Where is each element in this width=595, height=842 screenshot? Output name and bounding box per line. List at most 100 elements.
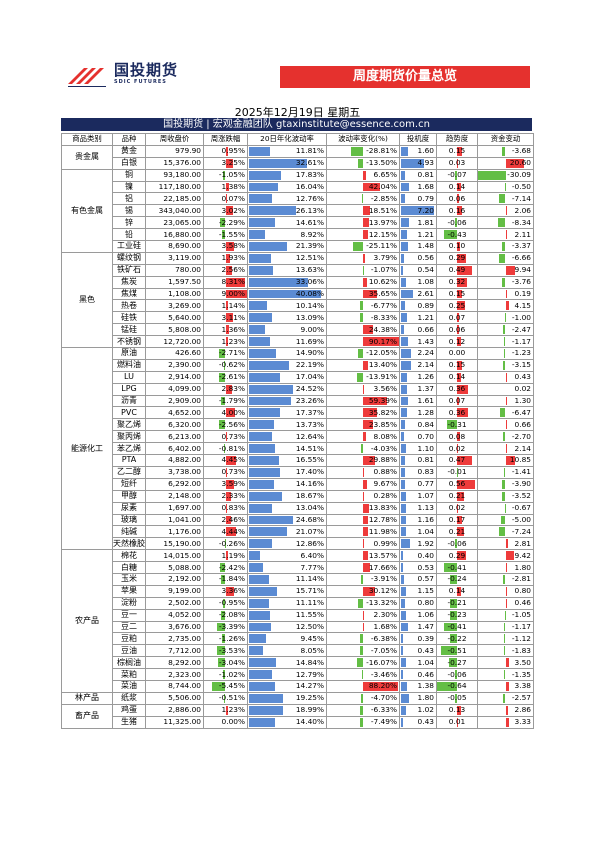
cell-value: 0.17 [448, 514, 466, 524]
value-bar [363, 170, 366, 180]
cell-value: -6.33% [370, 705, 397, 715]
value-bar [249, 170, 281, 180]
value-bar [249, 360, 289, 370]
value-bar [450, 634, 457, 644]
product-name: 黄金 [112, 144, 146, 158]
cell-value: 0.80 [417, 598, 434, 608]
product-name: 白糖 [112, 561, 146, 574]
cell-value: 14.84% [295, 657, 324, 667]
bar-cell: 0.15 [436, 287, 478, 301]
value-bar [225, 182, 229, 192]
value-bar [360, 717, 363, 727]
value-bar [401, 158, 424, 168]
bar-cell: 0.43 [399, 644, 437, 658]
value-bar [363, 551, 369, 561]
cell-value: 0.02 [514, 384, 531, 394]
bar-cell: 0.21 [436, 525, 478, 539]
product-name: 纸浆 [112, 691, 146, 705]
close-price: 8,690.00 [145, 240, 204, 253]
value-bar [224, 360, 226, 370]
product-name: 锰硅 [112, 323, 146, 337]
cell-value: -0.31 [447, 419, 467, 429]
cell-value: -7.14 [511, 193, 531, 203]
bar-cell: 0.28% [326, 489, 400, 503]
bar-cell: 40.08% [247, 287, 327, 301]
col-header: 商品类别 [61, 133, 113, 146]
close-price: 5,506.00 [145, 691, 204, 705]
cell-value: 0.56 [448, 479, 466, 489]
table-row: 乙二醇 3,738.00 0.73% 17.40% 0.88% 0.83 -0.01 -1.4… [62, 465, 534, 479]
bar-cell: 9.00% [247, 323, 327, 337]
product-name: 工业硅 [112, 240, 146, 253]
value-bar [401, 182, 409, 192]
bar-cell: 1.47 [399, 620, 437, 634]
value-bar [221, 396, 226, 406]
cell-value: 0.15 [448, 146, 466, 156]
cell-value: 9.00% [300, 324, 324, 334]
value-bar [225, 467, 228, 477]
table-row: 甲醇 2,148.00 2.33% 18.67% 0.28% 1.07 0.21 -3.52 [62, 489, 534, 503]
product-name: 棉花 [112, 549, 146, 563]
col-header: 投机度 [399, 133, 437, 146]
bar-cell: 0.53 [399, 561, 437, 574]
bar-cell: -3.46% [326, 668, 400, 681]
bar-cell: -2.70 [477, 430, 534, 444]
value-bar [401, 194, 405, 204]
cell-value: -6.47 [511, 407, 531, 417]
product-name: 锡 [112, 204, 146, 218]
cell-value: -0.23 [447, 610, 467, 620]
cell-value: -25.11% [366, 241, 397, 251]
value-bar [249, 432, 272, 442]
cell-value: 42.04% [368, 182, 397, 191]
bar-cell: 0.80 [477, 584, 534, 598]
bar-cell: -3.53% [203, 644, 248, 658]
table-row: 镍 117,180.00 1.38% 16.04% 42.04% 1.68 0.14 -0.5… [62, 180, 534, 194]
close-price: 1,697.00 [145, 501, 204, 515]
close-price: 1,108.00 [145, 287, 204, 301]
value-bar [441, 646, 457, 656]
bar-cell: 6.40% [247, 549, 327, 563]
bar-cell: 0.07% [203, 192, 248, 206]
value-bar [249, 574, 269, 584]
product-name: 淀粉 [112, 596, 146, 610]
product-name: 焦炭 [112, 275, 146, 289]
cell-value: 13.09% [295, 312, 324, 322]
value-bar [249, 658, 276, 668]
bar-cell: 15.71% [247, 584, 327, 598]
value-bar [249, 634, 266, 644]
bar-cell: 1.19% [203, 549, 248, 563]
bar-cell: -1.07% [326, 263, 400, 277]
value-bar [225, 503, 228, 513]
value-bar [504, 503, 506, 513]
close-price: 11,325.00 [145, 715, 204, 729]
value-bar [457, 337, 461, 347]
cell-value: 18.99% [295, 705, 324, 715]
cell-value: 0.43 [417, 645, 434, 655]
value-bar [219, 349, 226, 358]
value-bar [249, 253, 272, 263]
cell-value: 0.46 [417, 669, 434, 679]
cell-value: 2.11 [514, 229, 531, 239]
bar-cell: 33.06% [247, 275, 327, 289]
value-bar [249, 206, 296, 216]
bar-cell: 0.73% [203, 430, 248, 444]
cell-value: -4.70% [370, 693, 397, 703]
cell-value: -3.37 [511, 241, 531, 251]
value-bar [249, 527, 287, 537]
value-bar [505, 681, 509, 691]
bar-cell: 0.00% [203, 715, 248, 729]
value-bar [225, 265, 232, 275]
value-bar [505, 265, 515, 275]
value-bar [401, 206, 435, 216]
bar-cell: -0.62% [203, 358, 248, 372]
product-name: 热卷 [112, 299, 146, 313]
bar-cell: -3.37 [477, 240, 534, 253]
value-bar [457, 325, 459, 335]
value-bar [219, 372, 226, 382]
cell-value: 0.32 [448, 277, 466, 287]
table-row: 能源化工 原油 426.60 -2.71% 14.90% -12.05% 2.24 0.00 -… [61, 347, 534, 551]
logo-swoosh-icon [68, 68, 106, 87]
product-name: 铁矿石 [112, 263, 146, 277]
close-price: 1,041.00 [145, 513, 204, 527]
bar-cell: 0.36 [436, 406, 478, 420]
